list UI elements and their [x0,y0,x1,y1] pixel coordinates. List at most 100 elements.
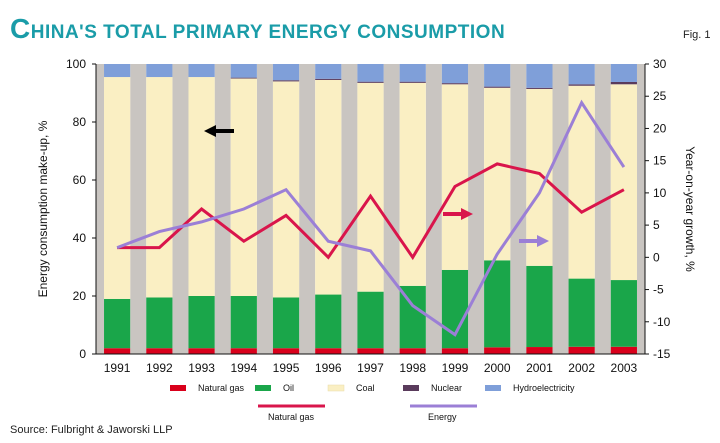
legend-line-label-energy: Energy [428,412,457,422]
bar-natural-gas-1994 [230,348,257,354]
bar-natural-gas-2003 [610,346,637,354]
stripe [341,64,358,354]
left-tick-label: 40 [73,231,87,245]
stripe [130,64,147,354]
bar-oil-2000 [484,260,511,348]
bar-nuclear-2002 [568,84,595,86]
bar-hydroelectricity-1996 [315,64,342,79]
chart-title-initial: C [10,13,31,44]
bar-oil-1996 [315,294,342,349]
right-tick-label: 10 [653,186,667,200]
left-tick-label: 100 [66,57,86,71]
left-tick-label: 60 [73,173,87,187]
bar-hydroelectricity-1991 [104,64,131,78]
bar-nuclear-2001 [526,87,553,89]
bar-hydroelectricity-2001 [526,64,553,88]
legend-label-oil: Oil [283,383,294,393]
line-natural-gas [117,162,625,261]
x-tick-label: 2003 [611,361,638,375]
x-tick-label: 1992 [146,361,173,375]
bar-natural-gas-1996 [315,348,342,354]
right-tick-label: 0 [653,250,660,264]
legend-label-hydro: Hydroelectricity [513,383,575,393]
bar-natural-gas-1993 [188,348,215,354]
bar-hydroelectricity-1994 [230,64,257,78]
bars [104,64,637,354]
x-tick-label: 1998 [399,361,426,375]
left-tick-label: 80 [73,115,87,129]
bar-oil-1992 [146,297,173,349]
bar-oil-2002 [568,278,595,347]
arrows [204,125,549,247]
arrow-energy-line [519,235,549,247]
x-tick-label: 1994 [230,361,257,375]
x-tick-label: 1991 [104,361,131,375]
x-tick-label: 1993 [188,361,215,375]
bar-nuclear-1998 [399,81,426,83]
bar-hydroelectricity-1997 [357,64,384,82]
arrow-left-axis [204,125,234,137]
legend-label-nuclear: Nuclear [431,383,462,393]
bar-nuclear-1997 [357,81,384,83]
bar-hydroelectricity-1999 [441,64,469,84]
line-energy [116,99,626,337]
bar-nuclear-2000 [484,86,511,88]
bar-oil-1994 [230,296,257,349]
lines [116,99,626,337]
bar-coal-1997 [357,82,384,292]
stripe [594,64,611,354]
stripe [552,64,569,354]
bar-coal-2003 [610,84,637,281]
bar-coal-2000 [484,87,511,261]
bar-oil-1991 [104,298,131,349]
bar-coal-1992 [146,77,173,298]
x-tick-label: 2001 [526,361,553,375]
bar-hydroelectricity-2000 [484,64,511,87]
left-tick-label: 20 [73,289,87,303]
bar-oil-1995 [272,297,300,349]
bar-hydroelectricity-1995 [272,64,300,81]
right-axis-label: Year-on-year growth, % [683,146,697,272]
left-axis-ticks: 0 20 40 60 80 100 [66,57,96,361]
stripe [172,64,189,354]
stripe [299,64,316,354]
bar-natural-gas-2002 [568,346,595,354]
right-tick-label: 5 [653,218,660,232]
bar-coal-1999 [441,84,469,270]
x-tick-label: 2000 [484,361,511,375]
chart-title-rest: HINA'S TOTAL PRIMARY ENERGY CONSUMPTION [31,22,505,43]
right-tick-label: 30 [653,57,667,71]
bar-natural-gas-1998 [399,348,426,354]
bar-coal-1993 [188,77,215,296]
bar-oil-1997 [357,291,384,349]
legend-swatch-coal [327,384,345,392]
stripe [425,64,442,354]
bar-coal-1996 [315,79,342,295]
legend-label-coal: Coal [356,383,375,393]
legend-label-natural-gas: Natural gas [198,383,245,393]
stripe [214,64,231,354]
legend-swatch-nuclear [403,385,419,391]
bar-hydroelectricity-2002 [568,64,595,85]
bar-natural-gas-1995 [272,348,300,354]
right-tick-label: 15 [653,154,667,168]
bar-nuclear-1995 [272,80,300,82]
chart-title: CHINA'S TOTAL PRIMARY ENERGY CONSUMPTION [10,13,505,44]
bar-oil-1993 [188,296,215,349]
bar-oil-2001 [526,265,553,348]
background-stripes [96,64,645,354]
bar-oil-2003 [610,280,637,347]
bar-natural-gas-1997 [357,348,384,354]
right-tick-label: -10 [653,315,671,329]
legend-swatch-oil [255,385,271,391]
legend: Natural gas Oil Coal Nuclear Hydroelectr… [170,383,575,422]
left-axis-label: Energy consumption make-up, % [36,120,50,297]
bar-coal-1991 [104,77,131,299]
stripe [256,64,273,354]
right-tick-label: -5 [653,283,664,297]
bar-natural-gas-1999 [441,348,469,354]
stripe [510,64,527,354]
right-tick-label: -15 [653,347,671,361]
arrow-natural-gas-line [443,208,473,220]
stripe [468,64,485,354]
